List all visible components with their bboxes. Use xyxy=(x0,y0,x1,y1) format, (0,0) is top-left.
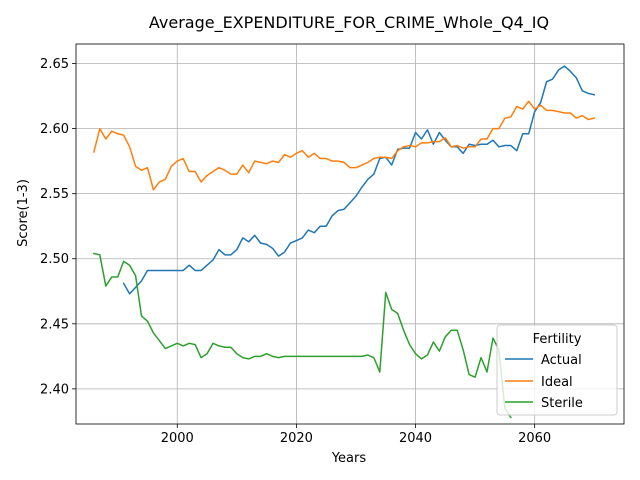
y-tick-label: 2.65 xyxy=(40,57,69,72)
grid xyxy=(76,44,624,424)
legend-label-actual: Actual xyxy=(541,353,582,368)
legend: Fertility Actual Ideal Sterile xyxy=(496,324,618,416)
legend-label-ideal: Ideal xyxy=(541,375,573,390)
y-tick-label: 2.60 xyxy=(40,122,69,137)
series-line-ideal xyxy=(92,100,596,191)
legend-label-sterile: Sterile xyxy=(541,396,583,411)
y-tick-label: 2.45 xyxy=(40,317,69,332)
y-tick-label: 2.55 xyxy=(40,187,69,202)
y-axis: 2.40 2.45 2.50 2.55 2.60 2.65 xyxy=(40,57,76,397)
y-axis-title: Score(1-3) xyxy=(16,179,31,247)
y-tick-label: 2.40 xyxy=(40,382,69,397)
chart-title: Average_EXPENDITURE_FOR_CRIME_Whole_Q4_I… xyxy=(149,13,549,33)
plot-frame xyxy=(75,43,625,425)
legend-title: Fertility xyxy=(533,332,582,347)
x-axis-title: Years xyxy=(331,451,367,466)
x-axis: 2000 2020 2040 2060 xyxy=(161,424,551,446)
series-layer xyxy=(92,65,596,419)
x-tick-label: 2060 xyxy=(518,431,551,446)
y-tick-label: 2.50 xyxy=(40,252,69,267)
x-tick-label: 2040 xyxy=(399,431,432,446)
series-line-actual xyxy=(122,65,596,295)
legend-box xyxy=(496,324,618,416)
x-tick-label: 2000 xyxy=(161,431,194,446)
series-line-sterile xyxy=(92,252,512,419)
x-tick-label: 2020 xyxy=(280,431,313,446)
